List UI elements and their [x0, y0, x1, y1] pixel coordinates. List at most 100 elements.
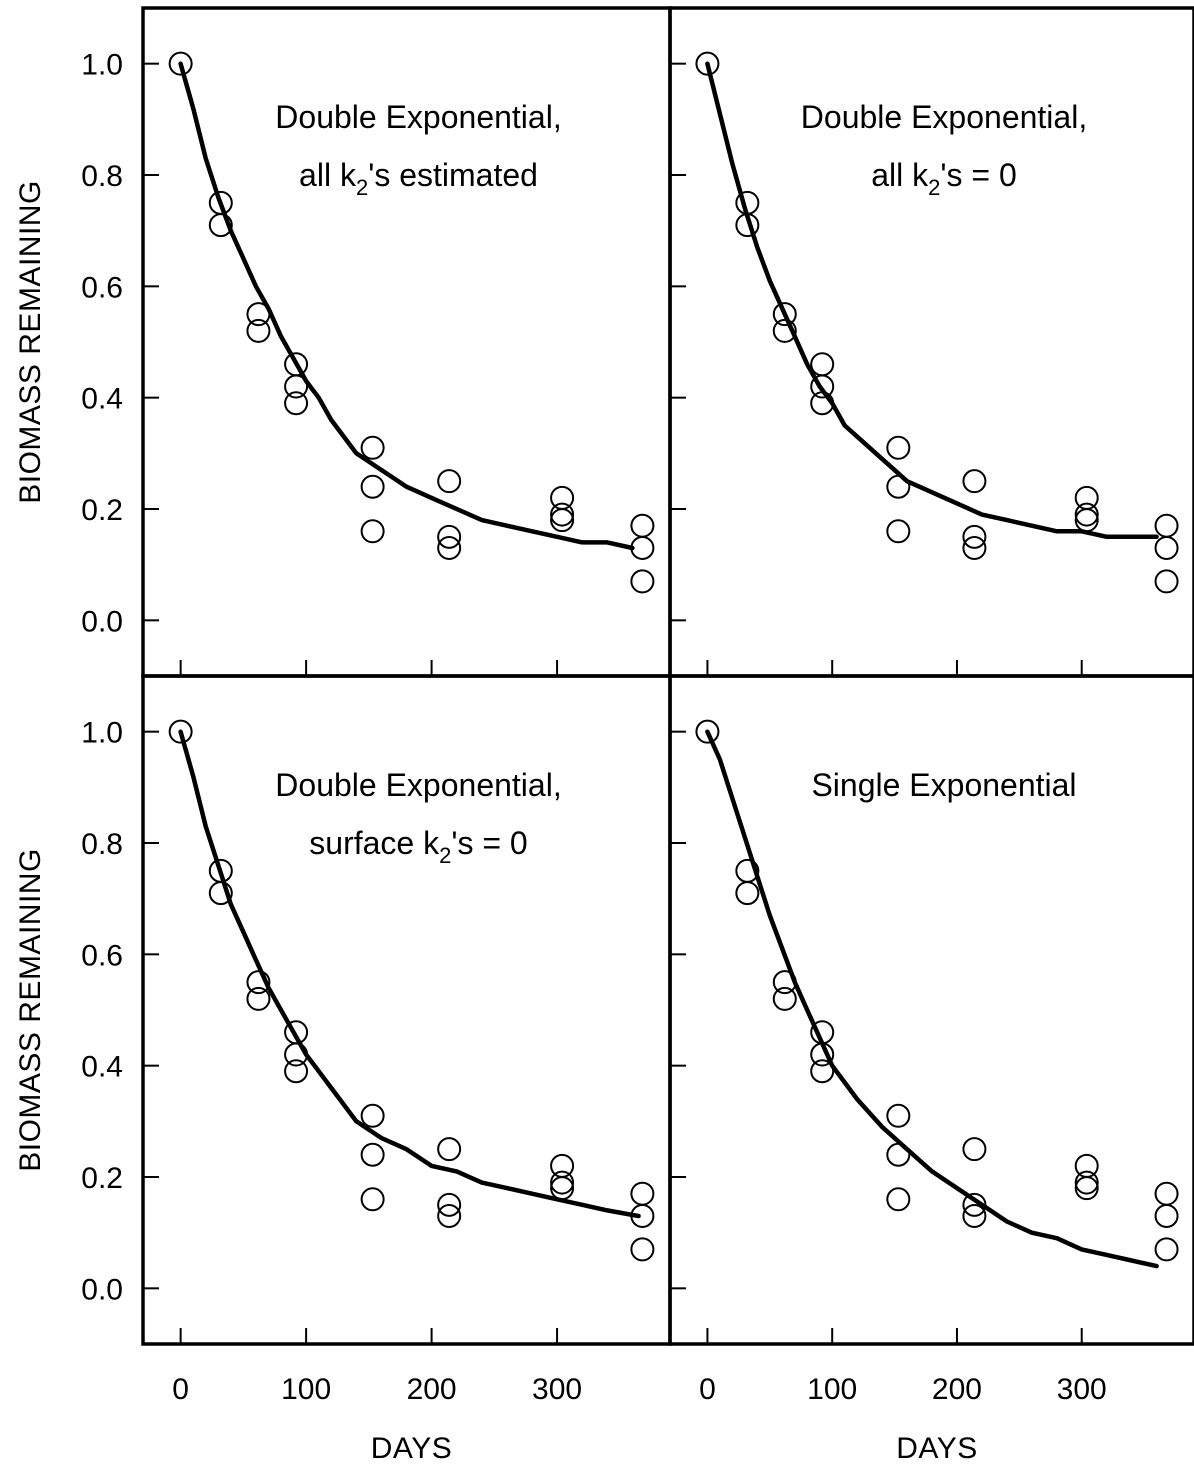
- data-point: [1154, 513, 1179, 538]
- data-point: [1154, 1203, 1179, 1228]
- data-point: [246, 986, 271, 1011]
- data-point: [630, 513, 655, 538]
- data-point: [360, 1142, 385, 1167]
- data-point: [810, 391, 835, 416]
- data-point: [962, 524, 987, 549]
- data-point: [550, 508, 575, 533]
- y-tick-label: 0.0: [81, 605, 123, 638]
- data-point: [630, 569, 655, 594]
- y-tick-label: 0.2: [81, 1162, 123, 1195]
- data-point: [810, 1059, 835, 1084]
- data-point: [735, 881, 760, 906]
- data-point: [1154, 1181, 1179, 1206]
- y-tick-label: 0.6: [81, 271, 123, 304]
- x-tick-label: 200: [407, 1373, 457, 1406]
- panel-title-line: Double Exponential,: [275, 99, 561, 135]
- data-point: [962, 1137, 987, 1162]
- y-tick-label: 0.4: [81, 383, 123, 416]
- data-point: [284, 1042, 309, 1067]
- panel-title-line: surface k2's = 0: [309, 825, 527, 868]
- data-point: [886, 1187, 911, 1212]
- data-point: [810, 352, 835, 377]
- data-point: [772, 302, 797, 327]
- y-axis-title: BIOMASS REMAINING: [14, 180, 47, 504]
- data-point: [437, 1137, 462, 1162]
- data-point: [630, 1203, 655, 1228]
- data-point: [246, 302, 271, 327]
- fit-line: [178, 61, 635, 551]
- data-point: [886, 435, 911, 460]
- panel-title-line: all k2's = 0: [871, 157, 1017, 200]
- data-point: [1154, 535, 1179, 560]
- panel-title-line: all k2's estimated: [299, 157, 538, 200]
- fit-line: [705, 729, 1159, 1269]
- data-point: [168, 51, 193, 76]
- data-point: [284, 374, 309, 399]
- data-point: [1074, 1170, 1099, 1195]
- data-point: [630, 535, 655, 560]
- x-tick-label: 200: [932, 1373, 982, 1406]
- data-point: [1074, 508, 1099, 533]
- y-tick-label: 0.8: [81, 828, 123, 861]
- data-point: [437, 1192, 462, 1217]
- x-tick-label: 100: [281, 1373, 331, 1406]
- data-point: [886, 474, 911, 499]
- data-point: [550, 1170, 575, 1195]
- x-axis-title: DAYS: [896, 1432, 977, 1465]
- data-point: [550, 502, 575, 527]
- y-axis-title: BIOMASS REMAINING: [14, 848, 47, 1172]
- panel-title-line: Double Exponential,: [275, 767, 561, 803]
- fit-line: [178, 729, 641, 1219]
- data-point: [886, 1142, 911, 1167]
- x-axis-title: DAYS: [371, 1432, 452, 1465]
- data-point: [810, 1042, 835, 1067]
- panel-title-line: Double Exponential,: [801, 99, 1087, 135]
- x-tick-label: 0: [699, 1373, 716, 1406]
- data-point: [772, 986, 797, 1011]
- panel-title-line: Single Exponential: [811, 767, 1076, 803]
- data-point: [735, 213, 760, 238]
- data-point: [360, 519, 385, 544]
- data-point: [284, 1059, 309, 1084]
- data-point: [1154, 569, 1179, 594]
- data-point: [1074, 1176, 1099, 1201]
- data-point: [437, 469, 462, 494]
- y-tick-label: 1.0: [81, 49, 123, 82]
- data-point: [695, 51, 720, 76]
- y-tick-label: 0.6: [81, 939, 123, 972]
- data-point: [550, 1176, 575, 1201]
- x-tick-label: 0: [172, 1373, 189, 1406]
- y-tick-label: 1.0: [81, 717, 123, 750]
- data-point: [284, 391, 309, 416]
- y-tick-label: 0.0: [81, 1273, 123, 1306]
- data-point: [360, 474, 385, 499]
- data-point: [695, 719, 720, 744]
- y-tick-label: 0.8: [81, 160, 123, 193]
- data-point: [1154, 1237, 1179, 1262]
- data-point: [962, 535, 987, 560]
- panel-bottom-left: 0.0 0.2 0.4 0.6 0.8 1.0 0 100 200 300 Double Expon…: [14, 674, 672, 1465]
- data-point: [962, 1192, 987, 1217]
- data-point: [208, 881, 233, 906]
- data-point: [630, 1181, 655, 1206]
- data-point: [886, 1103, 911, 1128]
- data-point: [772, 318, 797, 343]
- data-point: [886, 519, 911, 544]
- data-point: [437, 535, 462, 560]
- fit-line: [705, 61, 1159, 540]
- data-point: [360, 1187, 385, 1212]
- data-point: [772, 970, 797, 995]
- data-point: [437, 524, 462, 549]
- data-point: [246, 970, 271, 995]
- data-point: [630, 1237, 655, 1262]
- panel-top-right: Double Exponential, all k2's = 0: [668, 6, 1194, 678]
- data-point: [962, 469, 987, 494]
- x-tick-label: 300: [532, 1373, 582, 1406]
- panel-top-left: 0.0 0.2 0.4 0.6 0.8 1.0 Double Exponential, all…: [14, 6, 672, 678]
- data-point: [360, 435, 385, 460]
- data-point: [168, 719, 193, 744]
- panel-bottom-right: 0 100 200 300 Single Exponential DAYS: [668, 674, 1194, 1465]
- x-tick-label: 300: [1057, 1373, 1107, 1406]
